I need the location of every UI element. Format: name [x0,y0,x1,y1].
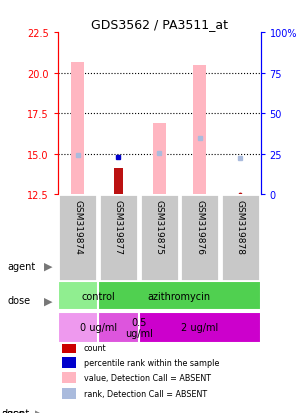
Text: rank, Detection Call = ABSENT: rank, Detection Call = ABSENT [84,389,207,398]
Bar [72,63,84,195]
Text: GSM319877: GSM319877 [114,199,123,254]
Text: ▶: ▶ [35,408,42,413]
Bar [180,195,219,281]
Title: GDS3562 / PA3511_at: GDS3562 / PA3511_at [91,17,228,31]
Text: GSM319874: GSM319874 [73,199,82,254]
Text: GSM319878: GSM319878 [236,199,245,254]
Bar [98,312,179,343]
Bar [58,195,97,281]
Text: ▶: ▶ [44,261,52,271]
Bar [98,281,261,311]
Bar [62,373,76,384]
Text: dose: dose [8,296,31,306]
Text: GSM319875: GSM319875 [155,199,164,254]
Bar [58,312,139,343]
Bar [62,342,76,353]
Text: value, Detection Call = ABSENT: value, Detection Call = ABSENT [84,373,211,382]
Text: agent: agent [8,261,36,271]
Bar [153,123,165,195]
Text: count: count [84,343,107,352]
Bar [140,195,178,281]
Text: control: control [81,291,115,301]
Bar [221,195,260,281]
Bar [58,281,139,311]
Text: GSM319876: GSM319876 [195,199,204,254]
Text: 0.5
ug/ml: 0.5 ug/ml [125,317,153,338]
Text: 0 ug/ml: 0 ug/ml [80,323,117,332]
Text: dose: dose [2,408,25,413]
Bar [193,66,206,195]
Bar [99,195,138,281]
Bar [62,357,76,368]
Bar [139,312,261,343]
Bar [62,388,76,399]
Text: ▶: ▶ [35,408,42,413]
Text: percentile rank within the sample: percentile rank within the sample [84,358,219,367]
Text: agent: agent [2,408,30,413]
Bar [114,169,123,195]
Text: 2 ug/ml: 2 ug/ml [181,323,218,332]
Text: azithromycin: azithromycin [148,291,211,301]
Text: ▶: ▶ [44,296,52,306]
